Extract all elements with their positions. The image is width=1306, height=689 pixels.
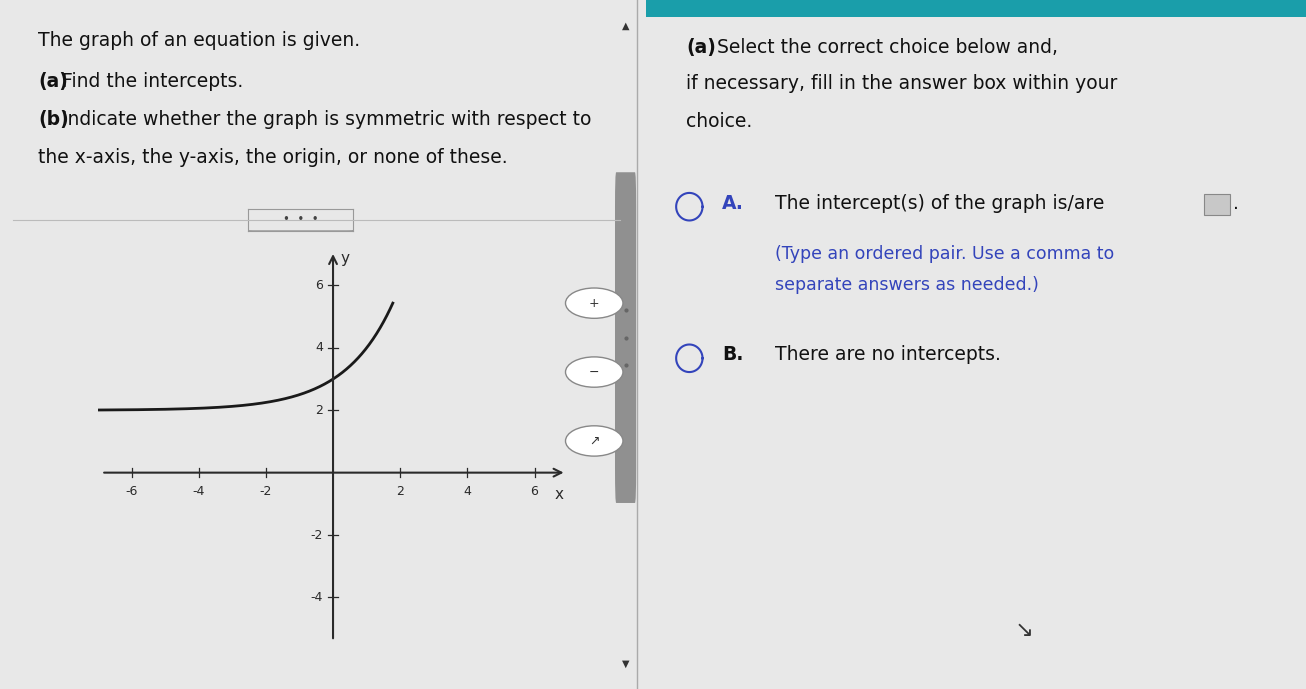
Text: -4: -4 — [192, 485, 205, 498]
Text: ▼: ▼ — [622, 658, 629, 668]
FancyBboxPatch shape — [243, 209, 358, 231]
Text: (a): (a) — [686, 38, 716, 57]
Text: -2: -2 — [311, 528, 323, 542]
Text: -6: -6 — [125, 485, 137, 498]
Text: choice.: choice. — [686, 112, 752, 131]
Text: B.: B. — [722, 345, 743, 364]
Text: the x-axis, the y-axis, the origin, or none of these.: the x-axis, the y-axis, the origin, or n… — [38, 148, 508, 167]
Text: −: − — [589, 366, 599, 378]
Bar — [1204, 194, 1230, 215]
Text: ▲: ▲ — [622, 21, 629, 31]
Text: 2: 2 — [315, 404, 323, 417]
Text: A.: A. — [722, 194, 744, 213]
Text: 2: 2 — [396, 485, 404, 498]
Text: (b): (b) — [38, 110, 69, 130]
Text: Find the intercepts.: Find the intercepts. — [56, 72, 243, 92]
Text: Select the correct choice below and,: Select the correct choice below and, — [710, 38, 1058, 57]
Text: x: x — [554, 486, 563, 502]
FancyBboxPatch shape — [615, 172, 636, 503]
Text: ↗: ↗ — [589, 435, 599, 447]
Text: There are no intercepts.: There are no intercepts. — [774, 345, 1000, 364]
Text: 4: 4 — [464, 485, 471, 498]
Text: -4: -4 — [311, 591, 323, 604]
Text: •  •  •: • • • — [282, 214, 319, 226]
Text: (Type an ordered pair. Use a comma to: (Type an ordered pair. Use a comma to — [774, 245, 1114, 263]
Text: 4: 4 — [315, 341, 323, 354]
Text: The graph of an equation is given.: The graph of an equation is given. — [38, 31, 360, 50]
Bar — [646, 0, 1306, 17]
Text: The intercept(s) of the graph is/are: The intercept(s) of the graph is/are — [774, 194, 1105, 213]
Text: ↖: ↖ — [1010, 618, 1028, 638]
Text: separate answers as needed.): separate answers as needed.) — [774, 276, 1040, 294]
Text: -2: -2 — [260, 485, 272, 498]
Text: Indicate whether the graph is symmetric with respect to: Indicate whether the graph is symmetric … — [56, 110, 592, 130]
Text: 6: 6 — [315, 279, 323, 292]
Text: .: . — [1233, 194, 1239, 213]
Text: if necessary, fill in the answer box within your: if necessary, fill in the answer box wit… — [686, 74, 1118, 94]
Text: y: y — [341, 251, 350, 266]
Text: +: + — [589, 297, 599, 309]
Text: 6: 6 — [530, 485, 538, 498]
Text: (a): (a) — [38, 72, 68, 92]
